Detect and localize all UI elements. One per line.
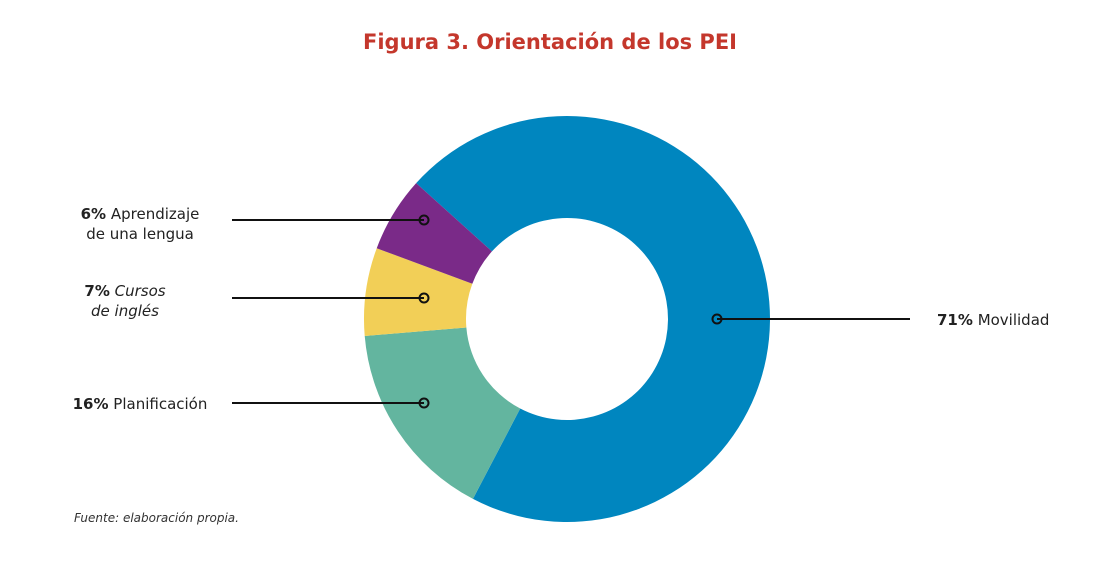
category-label: Aprendizaje de una lengua xyxy=(86,205,200,243)
leader-dot xyxy=(711,313,723,325)
chart-title: Figura 3. Orientación de los PEI xyxy=(363,30,737,54)
value-label: 6% xyxy=(80,205,107,223)
value-label: 16% xyxy=(72,395,109,413)
value-label: 7% xyxy=(84,282,110,300)
source-note: Fuente: elaboración propia. xyxy=(74,511,239,525)
donut-slice xyxy=(363,248,473,336)
value-label: 71% xyxy=(937,311,973,329)
slice-label: 7% Cursos de inglés xyxy=(75,281,175,321)
category-label: Movilidad xyxy=(977,311,1050,329)
category-label: Planificación xyxy=(113,395,208,413)
leader-dot xyxy=(418,397,430,409)
donut-slice xyxy=(364,327,521,499)
leader-dot xyxy=(418,214,430,226)
category-label: Cursos de inglés xyxy=(91,282,166,320)
donut-slice xyxy=(376,183,492,284)
slice-label: 16% Planificación xyxy=(60,394,220,414)
donut-slice xyxy=(416,116,770,523)
slice-label: 71% Movilidad xyxy=(937,310,1049,330)
leader-dot xyxy=(418,292,430,304)
slice-label: 6% Aprendizaje de una lengua xyxy=(80,204,200,244)
